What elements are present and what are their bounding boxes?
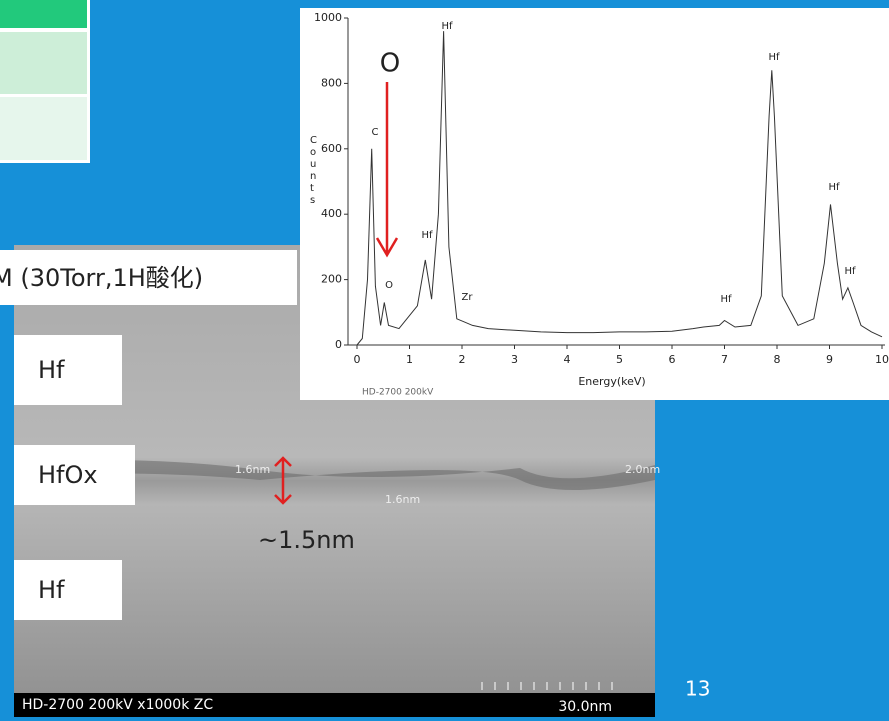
- layer-box: [14, 560, 122, 620]
- x-tick-label: 0: [354, 353, 361, 366]
- peak-label: C: [372, 127, 379, 138]
- x-tick-label: 3: [511, 353, 518, 366]
- x-tick-label: 6: [669, 353, 676, 366]
- x-tick-label: 9: [826, 353, 833, 366]
- peak-label: Hf: [844, 266, 856, 277]
- chart-footer: HD-2700 200kV: [362, 388, 434, 398]
- sample-label: M (30Torr,1H酸化): [0, 264, 203, 292]
- peak-label: Zr: [462, 292, 474, 303]
- page-number: 13: [685, 677, 710, 701]
- peak-label: Hf: [768, 52, 780, 63]
- y-tick-label: 200: [321, 273, 342, 286]
- y-tick-label: 800: [321, 76, 342, 89]
- slide: HD-2700 200kV x1000k ZC 30.0nm 1.6nm 1.6…: [0, 0, 889, 717]
- y-tick-label: 600: [321, 142, 342, 155]
- annotation: O: [380, 49, 400, 79]
- peak-label: Hf: [828, 182, 840, 193]
- x-tick-label: 5: [616, 353, 623, 366]
- y-tick-label: 0: [335, 338, 342, 351]
- x-tick-label: 1: [406, 353, 413, 366]
- slide-canvas: HD-2700 200kV x1000k ZC 30.0nm 1.6nm 1.6…: [0, 0, 889, 717]
- x-tick-label: 2: [459, 353, 466, 366]
- measurement: 2.0nm: [625, 463, 660, 476]
- layer-label: Hf: [38, 356, 65, 384]
- x-axis-label: Energy(keV): [578, 375, 645, 388]
- layer-label: HfOx: [38, 461, 98, 489]
- table-fragment: [0, 0, 90, 163]
- scale-bar-label: 30.0nm: [558, 699, 612, 715]
- x-tick-label: 8: [774, 353, 781, 366]
- x-tick-label: 4: [564, 353, 571, 366]
- measurement: 1.6nm: [235, 463, 270, 476]
- y-tick-label: 1000: [314, 11, 342, 24]
- layer-label: Hf: [38, 576, 65, 604]
- y-tick-label: 400: [321, 207, 342, 220]
- tem-footer: HD-2700 200kV x1000k ZC: [22, 697, 213, 713]
- x-tick-label: 10: [875, 353, 889, 366]
- peak-label: O: [385, 280, 393, 291]
- measurement: 1.6nm: [385, 493, 420, 506]
- thickness-label: ~1.5nm: [258, 526, 355, 554]
- peak-label: Hf: [720, 294, 732, 305]
- peak-label: Hf: [421, 230, 433, 241]
- layer-box: [14, 335, 122, 405]
- peak-label: Hf: [441, 21, 453, 32]
- x-tick-label: 7: [721, 353, 728, 366]
